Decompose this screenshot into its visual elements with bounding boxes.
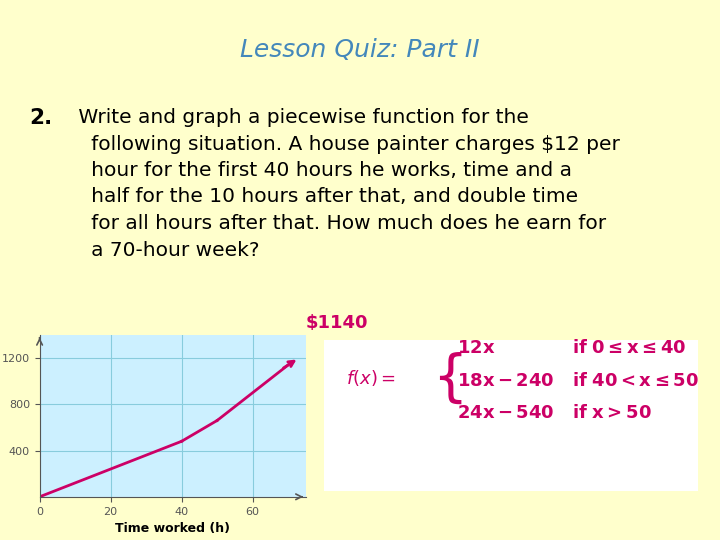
Text: $\{$: $\{$ (432, 350, 462, 406)
FancyBboxPatch shape (324, 340, 698, 491)
Text: 2.: 2. (29, 108, 52, 128)
X-axis label: Time worked (h): Time worked (h) (115, 522, 230, 535)
Text: $1140: $1140 (306, 314, 369, 332)
Text: $f(x) =$: $f(x) =$ (346, 368, 395, 388)
Text: $\mathbf{if\ x > 50}$: $\mathbf{if\ x > 50}$ (572, 404, 652, 422)
Text: $\mathbf{12x}$: $\mathbf{12x}$ (457, 339, 495, 357)
Text: Write and graph a piecewise function for the
   following situation. A house pai: Write and graph a piecewise function for… (72, 108, 620, 260)
Text: Lesson Quiz: Part II: Lesson Quiz: Part II (240, 38, 480, 62)
Text: $\mathbf{18x - 240}$: $\mathbf{18x - 240}$ (457, 372, 554, 390)
Text: $\mathbf{24x - 540}$: $\mathbf{24x - 540}$ (457, 404, 554, 422)
Text: $\mathbf{if\ 40 < x \leq 50}$: $\mathbf{if\ 40 < x \leq 50}$ (572, 372, 699, 390)
Text: $\mathbf{if\ 0 \leq x \leq 40}$: $\mathbf{if\ 0 \leq x \leq 40}$ (572, 339, 687, 357)
